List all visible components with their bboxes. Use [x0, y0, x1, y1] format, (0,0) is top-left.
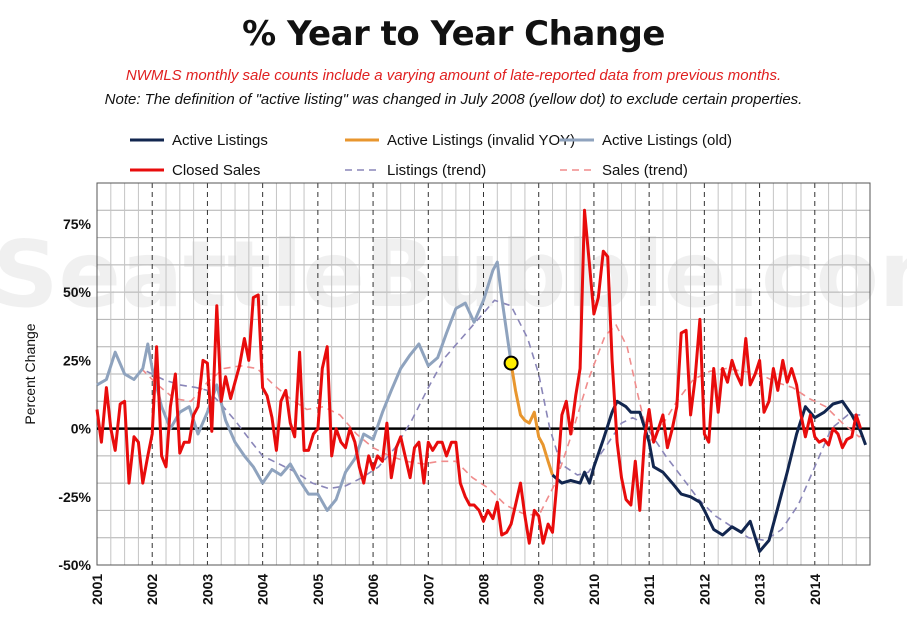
x-tick-label: 2001	[89, 574, 105, 605]
legend-label: Active Listings	[172, 132, 268, 149]
x-tick-label: 2009	[531, 574, 547, 605]
series-line-active-listings-invalid-yoy	[509, 362, 554, 476]
x-tick-label: 2007	[420, 574, 436, 605]
y-axis-label: Percent Change	[22, 323, 38, 424]
legend: Active Listings Active Listings (invalid …	[130, 132, 732, 179]
x-tick-label: 2004	[255, 574, 271, 605]
x-tick-label: 2003	[199, 574, 215, 605]
plot-area: SeattleBubble.com -50% -25% 0% 25% 50% 75% 2001…	[0, 182, 907, 605]
x-tick-label: 2002	[144, 574, 160, 605]
legend-label: Active Listings (old)	[602, 132, 732, 149]
chart-title: % Year to Year Change	[242, 14, 665, 54]
y-tick-label: 75%	[63, 216, 92, 232]
y-tick-label: 25%	[63, 352, 92, 368]
x-tick-label: 2012	[696, 574, 712, 605]
x-tick-label: 2010	[586, 574, 602, 605]
y-tick-label: 50%	[63, 284, 92, 300]
x-tick-label: 2006	[365, 574, 381, 605]
change-marker-dot	[503, 355, 519, 371]
x-tick-label: 2011	[641, 574, 657, 605]
y-tick-label: -25%	[58, 489, 91, 505]
series-line-active-listings	[551, 399, 868, 553]
chart-subtitle: NWMLS monthly sale counts include a vary…	[125, 67, 782, 84]
x-tick-label: 2008	[476, 574, 492, 605]
chart-note: Note: The definition of "active listing"…	[104, 91, 803, 108]
series-line-closed-sales	[95, 208, 863, 545]
y-tick-label: 0%	[71, 421, 92, 437]
y-tick-label: -50%	[58, 557, 91, 573]
legend-label: Closed Sales	[172, 162, 260, 179]
legend-label: Sales (trend)	[602, 162, 688, 179]
x-tick-label: 2005	[310, 574, 326, 605]
x-tick-label: 2014	[807, 574, 823, 605]
legend-label: Listings (trend)	[387, 162, 486, 179]
series-line-listings-trend	[146, 299, 865, 542]
watermark-text: SeattleBubble.com	[0, 221, 907, 328]
plot-frame	[96, 182, 871, 566]
x-tick-label: 2013	[752, 574, 768, 605]
legend-label: Active Listings (invalid YOY)	[387, 132, 575, 149]
